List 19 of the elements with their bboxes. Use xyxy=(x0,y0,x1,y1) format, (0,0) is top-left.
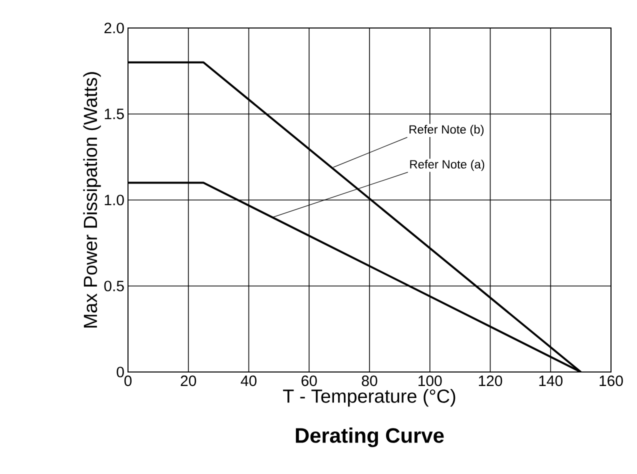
x-tick-label: 140 xyxy=(539,376,562,386)
annotation: Refer Note (a) xyxy=(410,160,484,171)
x-tick-label: 100 xyxy=(418,376,442,386)
x-tick-label: 120 xyxy=(478,376,502,386)
y-tick-label: 0.5 xyxy=(104,280,124,292)
annotation: Refer Note (b) xyxy=(410,124,484,136)
y-axis-title: Max Power Dissipation (Watts) xyxy=(83,72,101,328)
x-tick-label: 0 xyxy=(124,376,132,386)
x-tick-label: 80 xyxy=(362,376,378,386)
x-tick-label: 20 xyxy=(180,376,196,386)
x-tick-label: 40 xyxy=(240,376,256,386)
y-tick-label: 1.5 xyxy=(104,108,124,120)
x-tick-label: 60 xyxy=(302,376,317,386)
x-axis-title: T - Temperature (°C) xyxy=(283,388,456,407)
x-tick-label: 160 xyxy=(600,376,623,386)
y-tick-label: 2.0 xyxy=(104,22,124,34)
text: Derating Curve xyxy=(296,428,444,448)
y-tick-label: 0 xyxy=(116,366,124,378)
y-tick-label: 1.0 xyxy=(104,194,124,206)
